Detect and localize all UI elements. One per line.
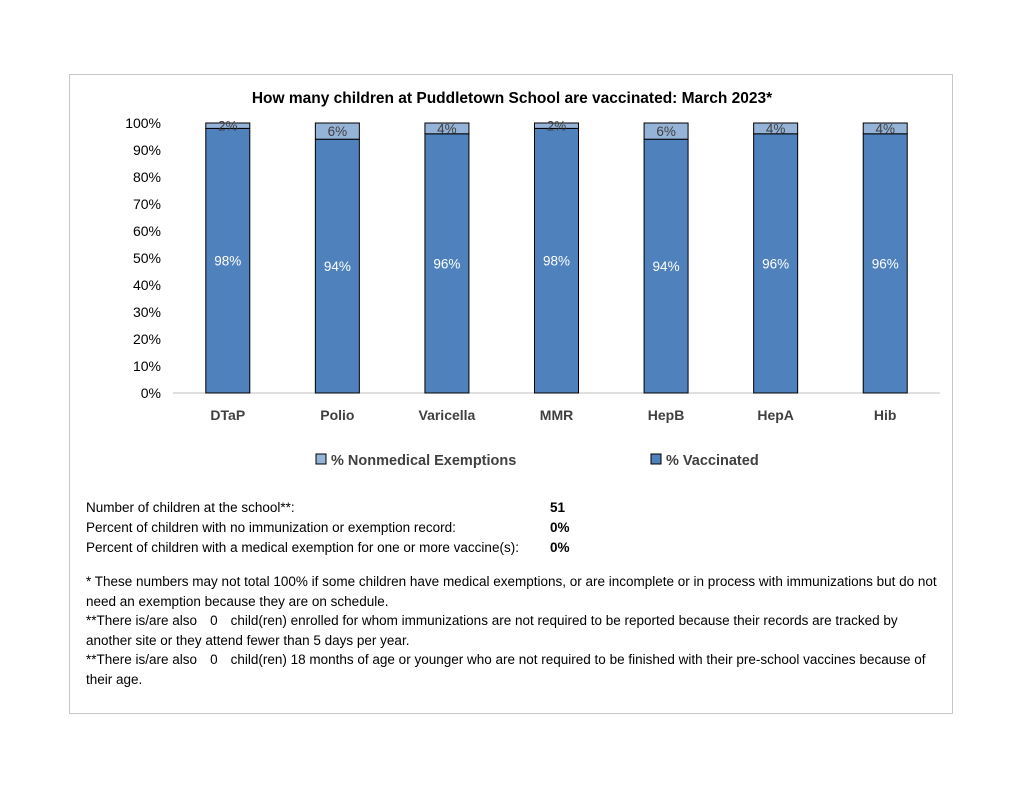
- footnotes: * These numbers may not total 100% if so…: [86, 572, 946, 689]
- x-category-label: Hib: [874, 407, 897, 423]
- data-label-vaccinated: 94%: [653, 259, 680, 274]
- data-label-exemption: 2%: [547, 119, 567, 134]
- footnote-3-prefix: **There is/are also: [86, 652, 198, 667]
- y-tick-label: 50%: [133, 250, 161, 266]
- bar-nonmedical-exemption: [643, 122, 689, 140]
- y-tick-label: 20%: [133, 331, 161, 347]
- data-label-vaccinated: 94%: [324, 259, 351, 274]
- bar-vaccinated: [424, 133, 470, 394]
- y-tick-label: 40%: [133, 277, 161, 293]
- bar-nonmedical-exemption: [753, 122, 799, 135]
- footnote-1: * These numbers may not total 100% if so…: [86, 574, 937, 609]
- data-label-exemption: 4%: [437, 121, 457, 136]
- y-tick-label: 70%: [133, 196, 161, 212]
- y-tick-label: 90%: [133, 142, 161, 158]
- data-label-exemption: 4%: [766, 121, 786, 136]
- stat-label: Number of children at the school**:: [86, 500, 295, 515]
- footnote-2-prefix: **There is/are also: [86, 613, 198, 628]
- data-label-vaccinated: 96%: [872, 256, 899, 271]
- legend-label: % Nonmedical Exemptions: [331, 453, 516, 469]
- bar-nonmedical-exemption: [205, 122, 251, 129]
- x-category-label: DTaP: [210, 407, 245, 423]
- x-category-label: HepB: [648, 407, 685, 423]
- y-tick-label: 0%: [141, 385, 161, 401]
- bar-vaccinated: [314, 138, 360, 394]
- x-category-label: MMR: [540, 407, 573, 423]
- footnote-2-count: 0: [210, 613, 218, 628]
- bar-vaccinated: [753, 133, 799, 394]
- data-label-exemption: 2%: [218, 119, 238, 134]
- stat-value: 51: [550, 500, 566, 515]
- stat-value: 0%: [550, 520, 570, 535]
- data-label-exemption: 6%: [328, 124, 348, 139]
- data-label-exemption: 4%: [875, 121, 895, 136]
- legend-label: % Vaccinated: [666, 453, 759, 469]
- data-label-vaccinated: 96%: [762, 256, 789, 271]
- footnote-3: **There is/are also 0 child(ren) 18 mont…: [86, 650, 946, 689]
- footnote-3-suffix: child(ren) 18 months of age or younger w…: [86, 652, 926, 687]
- legend-swatch: [650, 453, 662, 465]
- stat-value: 0%: [550, 540, 570, 555]
- bar-nonmedical-exemption: [314, 122, 360, 140]
- y-tick-label: 80%: [133, 169, 161, 185]
- y-tick-label: 30%: [133, 304, 161, 320]
- data-label-vaccinated: 98%: [214, 254, 241, 269]
- x-category-label: Varicella: [419, 407, 476, 423]
- x-category-label: HepA: [757, 407, 794, 423]
- bar-nonmedical-exemption: [534, 122, 579, 129]
- bar-vaccinated: [534, 127, 579, 394]
- bar-nonmedical-exemption: [862, 122, 908, 135]
- bar-nonmedical-exemption: [424, 122, 470, 135]
- stat-label: Percent of children with a medical exemp…: [86, 540, 519, 555]
- data-label-exemption: 6%: [656, 124, 676, 139]
- footnote-3-count: 0: [210, 652, 218, 667]
- bar-vaccinated: [643, 138, 689, 394]
- legend-swatch: [315, 453, 327, 465]
- y-tick-label: 100%: [125, 115, 161, 131]
- data-label-vaccinated: 98%: [543, 254, 570, 269]
- y-tick-label: 60%: [133, 223, 161, 239]
- x-category-label: Polio: [320, 407, 354, 423]
- footnote-2-suffix: child(ren) enrolled for whom immunizatio…: [86, 613, 898, 648]
- chart-frame: [69, 74, 953, 714]
- y-tick-label: 10%: [133, 358, 161, 374]
- footnote-2: **There is/are also 0 child(ren) enrolle…: [86, 611, 946, 650]
- stat-label: Percent of children with no immunization…: [86, 520, 456, 535]
- data-label-vaccinated: 96%: [433, 256, 460, 271]
- chart-title: How many children at Puddletown School a…: [251, 90, 773, 107]
